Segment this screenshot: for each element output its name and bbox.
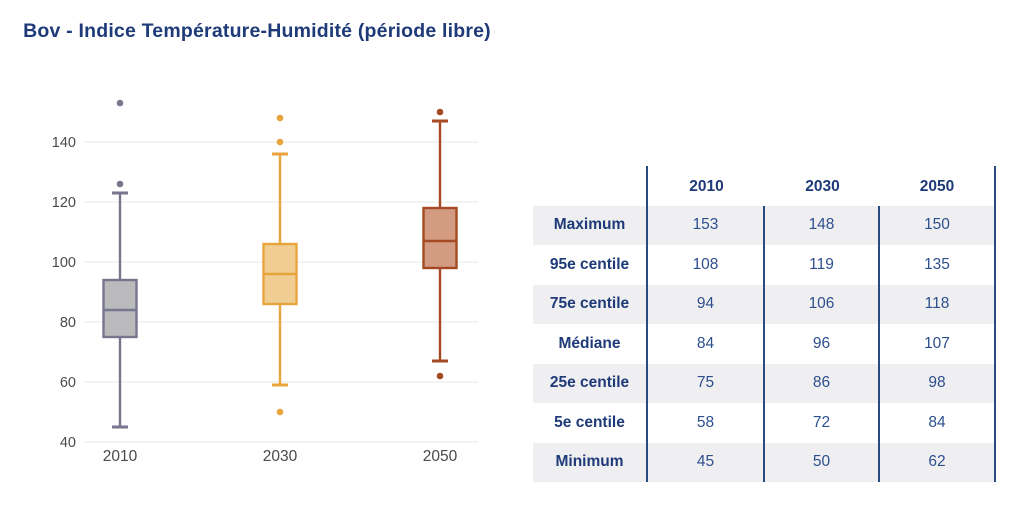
outlier-point [436, 108, 444, 116]
chart-title: Bov - Indice Température-Humidité (pério… [23, 20, 491, 42]
table-cell: 72 [765, 403, 880, 443]
row-label: 95e centile [533, 245, 648, 285]
table-cell: 108 [648, 245, 765, 285]
table-cell: 98 [880, 363, 996, 403]
table-cell: 50 [765, 442, 880, 482]
stats-table: 2010 2030 2050 Maximum 153 148 150 95e centi… [533, 166, 996, 482]
table-cell: 150 [880, 205, 996, 245]
table-header-blank [533, 166, 648, 208]
table-cell: 119 [765, 245, 880, 285]
table-cell: 45 [648, 442, 765, 482]
table-header-2050: 2050 [880, 166, 996, 208]
y-tick-label: 80 [60, 315, 76, 331]
x-tick-label: 2030 [263, 448, 298, 465]
row-label: 75e centile [533, 284, 648, 324]
row-label: Médiane [533, 324, 648, 364]
row-label: 25e centile [533, 363, 648, 403]
table-cell: 84 [648, 324, 765, 364]
table-cell: 84 [880, 403, 996, 443]
table-cell: 94 [648, 284, 765, 324]
row-label: 5e centile [533, 403, 648, 443]
table-cell: 106 [765, 284, 880, 324]
outlier-point [276, 114, 284, 122]
table-cell: 107 [880, 324, 996, 364]
boxplot-chart: 40 60 80 100 120 140 2010 2030 2050 [0, 85, 512, 485]
table-cell: 153 [648, 205, 765, 245]
row-label: Minimum [533, 442, 648, 482]
y-tick-label: 100 [52, 255, 76, 271]
table-header-2010: 2010 [689, 178, 724, 195]
outlier-point [276, 138, 284, 146]
x-tick-label: 2010 [103, 448, 138, 465]
y-tick-label: 60 [60, 375, 76, 391]
table-cell: 75 [648, 363, 765, 403]
outlier-point [116, 180, 124, 188]
x-tick-label: 2050 [423, 448, 458, 465]
box-2050 [422, 206, 458, 270]
table-cell: 96 [765, 324, 880, 364]
table-header-2030: 2030 [805, 178, 840, 195]
table-cell: 86 [765, 363, 880, 403]
table-cell: 62 [880, 442, 996, 482]
table-cell: 148 [765, 205, 880, 245]
table-cell: 118 [880, 284, 996, 324]
box-2010 [102, 278, 138, 339]
y-tick-label: 120 [52, 195, 76, 211]
table-cell: 58 [648, 403, 765, 443]
outlier-point [116, 99, 124, 107]
row-label: Maximum [533, 205, 648, 245]
table-cell: 135 [880, 245, 996, 285]
y-tick-label: 140 [52, 135, 76, 151]
outlier-point [436, 372, 444, 380]
outlier-point [276, 408, 284, 416]
boxplot-svg: 40 60 80 100 120 140 2010 2030 2050 [52, 99, 478, 465]
y-tick-label: 40 [60, 435, 76, 451]
